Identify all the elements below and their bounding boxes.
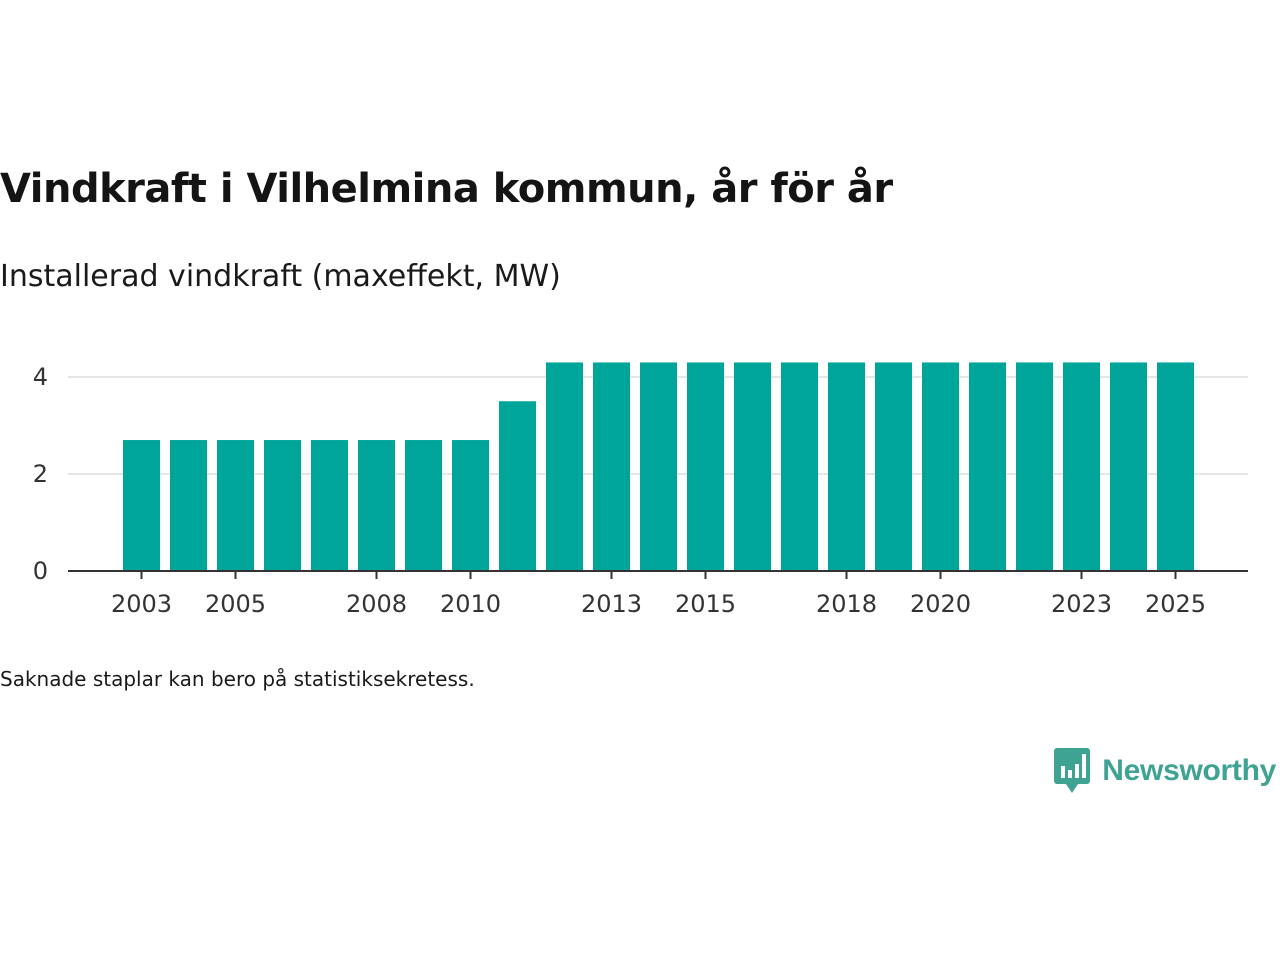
bar-2015 bbox=[687, 362, 724, 571]
bar-2013 bbox=[593, 362, 630, 571]
brand-name: Newsworthy bbox=[1102, 754, 1276, 787]
bar-2021 bbox=[969, 362, 1006, 571]
x-tick-label-2013: 2013 bbox=[581, 590, 642, 618]
bar-2010 bbox=[452, 440, 489, 571]
x-tick-label-2008: 2008 bbox=[346, 590, 407, 618]
bar-chart-svg: 0 2 4 2003 2005 2008 2010 2013 2015 2018 2020 2023 2… bbox=[33, 362, 1248, 618]
bar-2018 bbox=[828, 362, 865, 571]
bar-2023 bbox=[1063, 362, 1100, 571]
bar-2019 bbox=[875, 362, 912, 571]
footnote: Saknade staplar kan bero på statistiksek… bbox=[0, 667, 475, 691]
y-tick-label-4: 4 bbox=[33, 363, 48, 391]
bar-2005 bbox=[217, 440, 254, 571]
x-tick-label-2025: 2025 bbox=[1145, 590, 1206, 618]
bar-2012 bbox=[546, 362, 583, 571]
bar-2006 bbox=[264, 440, 301, 571]
bar-2008 bbox=[358, 440, 395, 571]
bar-2022 bbox=[1016, 362, 1053, 571]
x-tick-label-2015: 2015 bbox=[675, 590, 736, 618]
x-tick-label-2010: 2010 bbox=[440, 590, 501, 618]
bar-2024 bbox=[1110, 362, 1147, 571]
bar-2025 bbox=[1157, 362, 1194, 571]
bar-2011 bbox=[499, 401, 536, 571]
bar-2016 bbox=[734, 362, 771, 571]
bar-2009 bbox=[405, 440, 442, 571]
bar-2014 bbox=[640, 362, 677, 571]
chart-subtitle: Installerad vindkraft (maxeffekt, MW) bbox=[0, 259, 561, 294]
y-tick-label-0: 0 bbox=[33, 557, 48, 585]
x-tick-label-2020: 2020 bbox=[910, 590, 971, 618]
x-tick-label-2005: 2005 bbox=[205, 590, 266, 618]
x-tick-label-2003: 2003 bbox=[111, 590, 172, 618]
bar-2017 bbox=[781, 362, 818, 571]
chart-title: Vindkraft i Vilhelmina kommun, år för år bbox=[0, 166, 893, 212]
bar-chart: 0 2 4 2003 2005 2008 2010 2013 2015 2018 2020 2023 2… bbox=[0, 330, 1280, 630]
bar-2003 bbox=[123, 440, 160, 571]
bar-2007 bbox=[311, 440, 348, 571]
brand-logo: Newsworthy bbox=[1054, 748, 1276, 794]
x-tick-label-2018: 2018 bbox=[816, 590, 877, 618]
bar-2020 bbox=[922, 362, 959, 571]
y-tick-label-2: 2 bbox=[33, 460, 48, 488]
x-tick-label-2023: 2023 bbox=[1051, 590, 1112, 618]
bar-2004 bbox=[170, 440, 207, 571]
newsworthy-logo-icon bbox=[1054, 748, 1091, 793]
